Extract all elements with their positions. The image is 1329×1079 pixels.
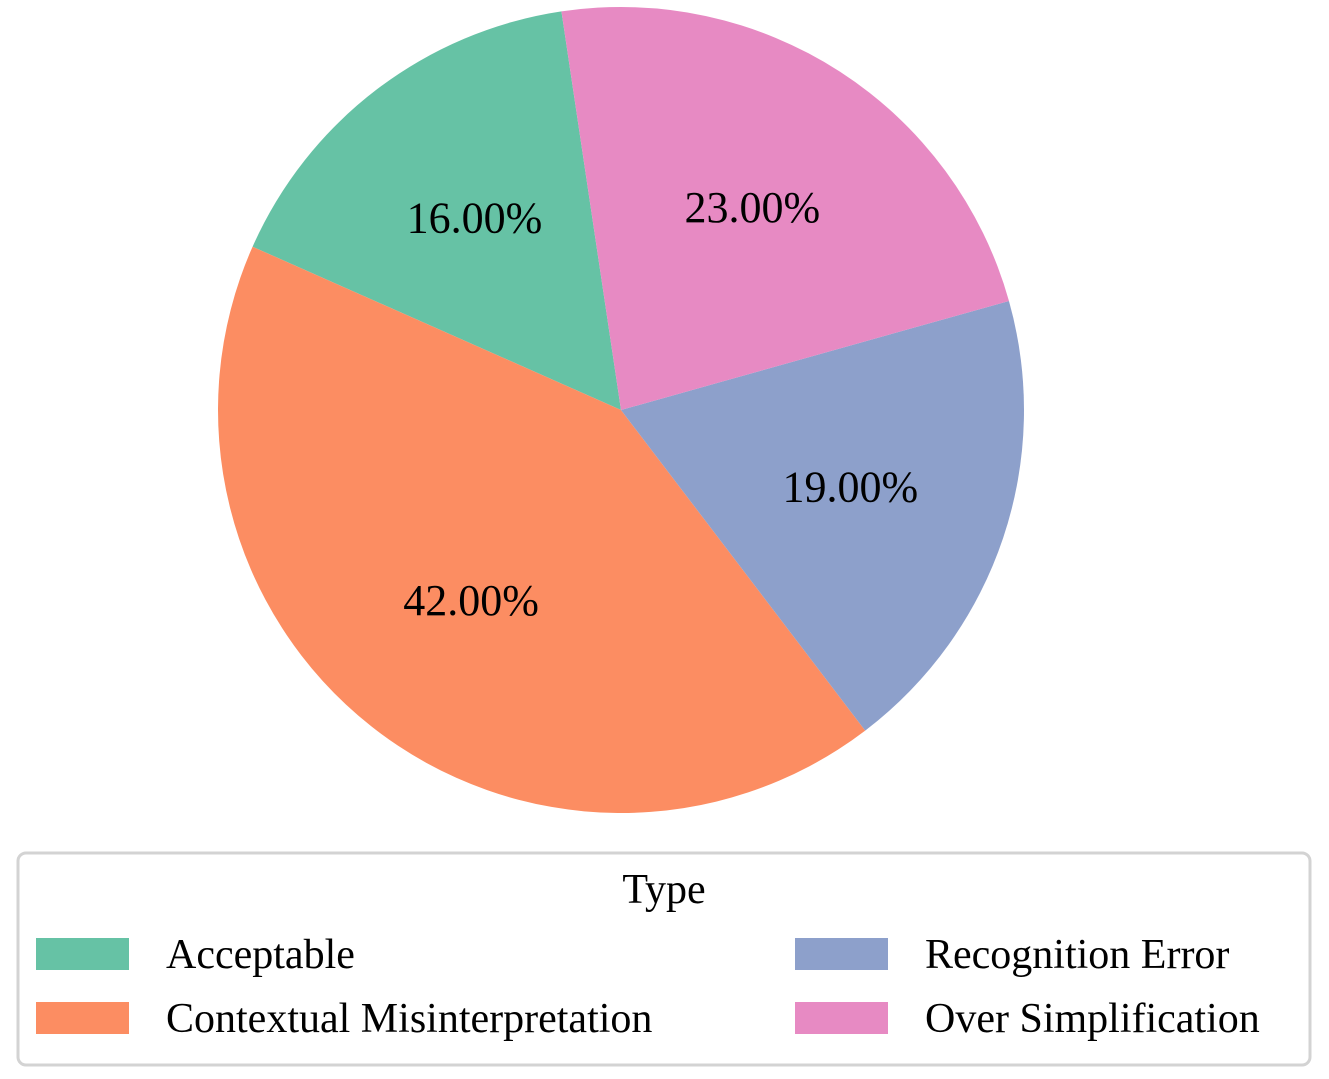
legend: Type Acceptable Contextual Misinterpretat… (16, 851, 1312, 1067)
pie-slice-acceptable (252, 11, 621, 411)
pie-slices (218, 7, 1024, 813)
legend-item: Contextual Misinterpretation (36, 996, 652, 1042)
legend-label: Over Simplification (925, 996, 1260, 1042)
pie-slice-contextual-misinterpretation (218, 246, 866, 813)
pie-slice-recognition-error (621, 300, 1024, 731)
pie-slice-labels: 16.00% 42.00% 19.00% 23.00% (403, 183, 918, 625)
slice-value-label: 42.00% (403, 576, 539, 625)
legend-title: Type (622, 867, 705, 913)
pie-slice-over-simplification (561, 7, 1009, 411)
legend-item: Acceptable (36, 932, 355, 978)
legend-items: Acceptable Contextual Misinterpretation Re… (36, 932, 1260, 1042)
legend-label: Recognition Error (925, 932, 1229, 978)
legend-item: Recognition Error (795, 932, 1229, 978)
legend-swatch (36, 1002, 129, 1034)
slice-value-label: 16.00% (407, 194, 543, 243)
legend-frame (16, 851, 1312, 1067)
legend-swatch (795, 1002, 888, 1034)
legend-label: Contextual Misinterpretation (166, 996, 652, 1042)
legend-swatch (36, 938, 129, 970)
legend-item: Over Simplification (795, 996, 1260, 1042)
slice-value-label: 19.00% (782, 463, 918, 512)
legend-label: Acceptable (166, 932, 355, 978)
slice-value-label: 23.00% (684, 183, 820, 232)
legend-swatch (795, 938, 888, 970)
